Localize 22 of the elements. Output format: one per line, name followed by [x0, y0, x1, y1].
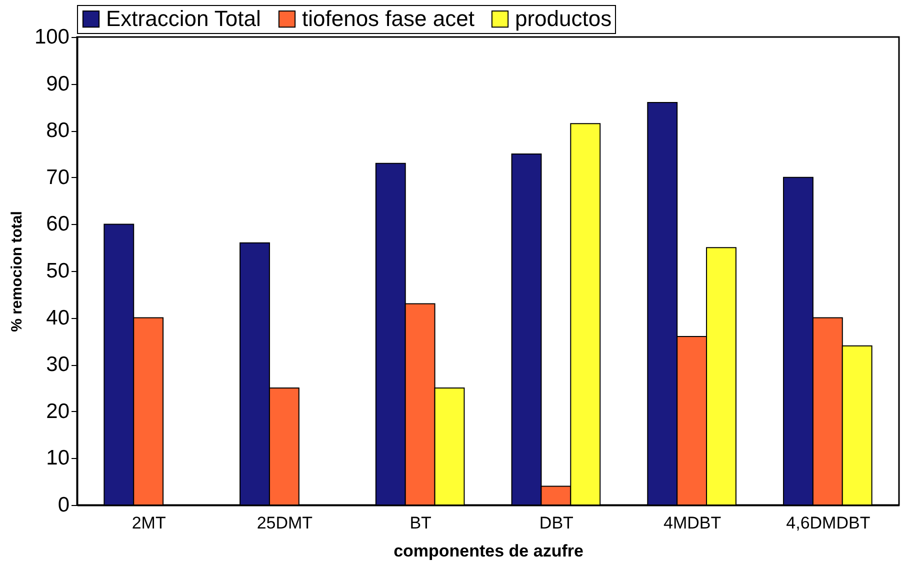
y-tick-label: 100: [34, 26, 70, 48]
y-axis-title: % remocion total: [8, 211, 26, 332]
y-tick-label: 80: [46, 119, 70, 142]
x-tick-label: 4MDBT: [663, 514, 722, 532]
legend-label: Extraccion Total: [106, 6, 261, 31]
y-tick-label: 60: [46, 212, 70, 236]
x-tick-label: DBT: [539, 514, 574, 532]
y-tick-label: 70: [46, 166, 70, 189]
legend-label: productos: [515, 6, 612, 31]
x-tick-label: 25DMT: [256, 514, 313, 532]
x-tick-label: 4,6DMDBT: [786, 514, 870, 532]
y-tick-label: 0: [58, 494, 70, 516]
x-tick-label: BT: [410, 514, 432, 532]
x-axis-title: componentes de azufre: [394, 542, 584, 560]
legend-label: tiofenos fase acet: [302, 6, 474, 31]
y-tick-label: 10: [46, 446, 70, 470]
x-tick-label: 2MT: [132, 514, 166, 532]
y-tick-label: 50: [46, 260, 70, 282]
y-tick-label: 90: [46, 72, 70, 96]
y-tick-label: 20: [46, 400, 70, 423]
y-tick-label: 30: [46, 353, 70, 376]
y-tick-label: 40: [46, 306, 70, 330]
